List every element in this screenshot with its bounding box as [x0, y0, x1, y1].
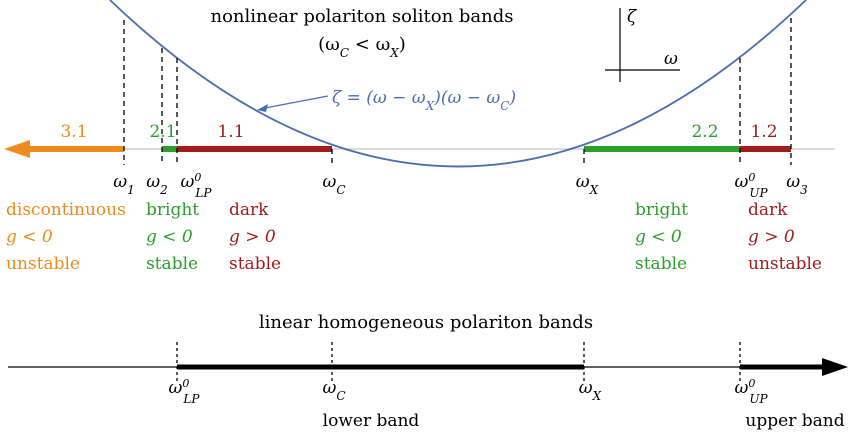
- bottom-title: linear homogeneous polariton bands: [259, 312, 593, 333]
- top-title: nonlinear polariton soliton bands: [210, 6, 513, 27]
- desc-green-right-l2: g < 0: [635, 227, 682, 247]
- desc-red-right-l2: g > 0: [748, 227, 795, 247]
- desc-green-right-l1: bright: [635, 200, 688, 220]
- bottom-tick-omega-lp0: ω0 LP: [169, 377, 201, 407]
- desc-red-left: dark g > 0 stable: [229, 200, 281, 274]
- tick-omega-2: ω2: [146, 172, 168, 197]
- desc-green-left: bright g < 0 stable: [146, 200, 199, 274]
- desc-orange: discontinuous g < 0 unstable: [6, 200, 126, 274]
- desc-green-left-l3: stable: [146, 254, 198, 274]
- top-subtitle: (ωC < ωX): [318, 34, 406, 60]
- desc-green-right: bright g < 0 stable: [635, 200, 688, 274]
- desc-red-right-l3: unstable: [748, 254, 822, 274]
- inset-x-label: ω: [664, 49, 678, 69]
- equation-pointer-head: [257, 104, 268, 112]
- tick-omega-3: ω3: [786, 172, 808, 197]
- bottom-tick-omega-c: ωC: [322, 378, 345, 403]
- dispersion-parabola: [109, 0, 807, 168]
- parabola-equation: ζ = (ω − ωX)(ω − ωC): [332, 88, 516, 113]
- desc-red-left-l1: dark: [229, 200, 269, 220]
- desc-red-left-l2: g > 0: [229, 227, 276, 247]
- band-label-2-2: 2.2: [691, 122, 718, 142]
- tick-omega-lp0: ω0 LP: [181, 171, 213, 201]
- tick-omega-up0: ω0 UP: [734, 171, 768, 201]
- band-label-1-1: 1.1: [217, 122, 244, 142]
- desc-green-right-l3: stable: [635, 254, 687, 274]
- band-label-1-2: 1.2: [750, 122, 777, 142]
- lower-band-label: lower band: [323, 411, 420, 431]
- band-label-3-1: 3.1: [60, 122, 87, 142]
- band-3-1-arrowhead: [4, 140, 30, 158]
- equation-pointer: [264, 95, 329, 109]
- desc-red-right-l1: dark: [748, 200, 788, 220]
- desc-orange-l3: unstable: [6, 254, 80, 274]
- bottom-tick-omega-up0: ω0 UP: [734, 377, 768, 407]
- tick-omega-c: ωC: [322, 172, 345, 197]
- desc-orange-l1: discontinuous: [6, 200, 126, 220]
- bottom-axis-arrowhead: [822, 358, 848, 376]
- upper-band-label: upper band: [745, 411, 844, 431]
- desc-orange-l2: g < 0: [6, 227, 53, 247]
- inset-y-label: ζ: [627, 7, 638, 27]
- desc-green-left-l1: bright: [146, 200, 199, 220]
- tick-omega-1: ω1: [113, 172, 135, 197]
- tick-omega-x: ωX: [576, 172, 599, 197]
- desc-green-left-l2: g < 0: [146, 227, 193, 247]
- bottom-tick-omega-x: ωX: [579, 378, 602, 403]
- desc-red-right: dark g > 0 unstable: [748, 200, 822, 274]
- desc-red-left-l3: stable: [229, 254, 281, 274]
- band-label-2-1: 2.1: [149, 122, 176, 142]
